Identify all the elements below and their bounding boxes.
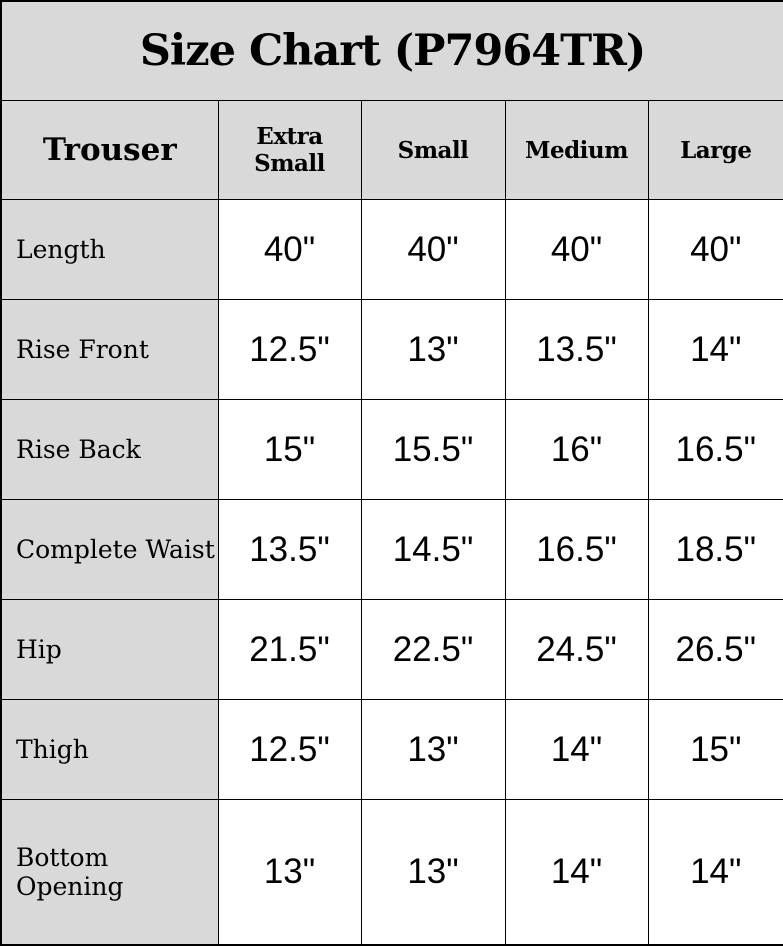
value-cell: 13"	[360, 799, 506, 946]
column-header-small: Small	[360, 100, 506, 200]
value-cell: 26.5"	[647, 599, 783, 701]
value-cell: 40"	[360, 198, 506, 301]
row-label-length: Length	[0, 198, 219, 301]
value-cell: 13"	[360, 299, 506, 401]
column-header-medium: Medium	[504, 100, 649, 200]
value-cell: 16.5"	[647, 399, 783, 501]
value-cell: 21.5"	[217, 599, 362, 701]
table-row-length: Length 40" 40" 40" 40"	[0, 198, 783, 301]
table-row-thigh: Thigh 12.5" 13" 14" 15"	[0, 699, 783, 801]
table-row-hip: Hip 21.5" 22.5" 24.5" 26.5"	[0, 599, 783, 701]
value-cell: 15"	[647, 699, 783, 801]
value-cell: 13.5"	[504, 299, 649, 401]
row-label-rise-back: Rise Back	[0, 399, 219, 501]
table-row-rise-front: Rise Front 12.5" 13" 13.5" 14"	[0, 299, 783, 401]
value-cell: 12.5"	[217, 699, 362, 801]
row-label-hip: Hip	[0, 599, 219, 701]
chart-title: Size Chart (P7964TR)	[0, 0, 783, 101]
value-cell: 12.5"	[217, 299, 362, 401]
row-label-rise-front: Rise Front	[0, 299, 219, 401]
value-cell: 15.5"	[360, 399, 506, 501]
value-cell: 40"	[217, 198, 362, 301]
table-row-bottom-opening: Bottom Opening 13" 13" 14" 14"	[0, 799, 783, 946]
value-cell: 24.5"	[504, 599, 649, 701]
value-cell: 13"	[360, 699, 506, 801]
value-cell: 40"	[647, 198, 783, 301]
column-header-large: Large	[647, 100, 783, 200]
value-cell: 13.5"	[217, 499, 362, 601]
table-row-complete-waist: Complete Waist 13.5" 14.5" 16.5" 18.5"	[0, 499, 783, 601]
value-cell: 14"	[504, 799, 649, 946]
corner-header-trouser: Trouser	[0, 100, 219, 200]
value-cell: 18.5"	[647, 499, 783, 601]
row-label-complete-waist: Complete Waist	[0, 499, 219, 601]
value-cell: 22.5"	[360, 599, 506, 701]
value-cell: 14"	[647, 299, 783, 401]
value-cell: 14"	[504, 699, 649, 801]
column-header-extra-small: Extra Small	[217, 100, 362, 200]
value-cell: 13"	[217, 799, 362, 946]
header-row: Trouser Extra Small Small Medium Large	[0, 100, 783, 200]
value-cell: 14"	[647, 799, 783, 946]
value-cell: 16"	[504, 399, 649, 501]
title-row: Size Chart (P7964TR)	[0, 0, 783, 101]
row-label-bottom-opening: Bottom Opening	[0, 799, 219, 946]
value-cell: 15"	[217, 399, 362, 501]
row-label-thigh: Thigh	[0, 699, 219, 801]
value-cell: 16.5"	[504, 499, 649, 601]
value-cell: 14.5"	[360, 499, 506, 601]
value-cell: 40"	[504, 198, 649, 301]
table-row-rise-back: Rise Back 15" 15.5" 16" 16.5"	[0, 399, 783, 501]
